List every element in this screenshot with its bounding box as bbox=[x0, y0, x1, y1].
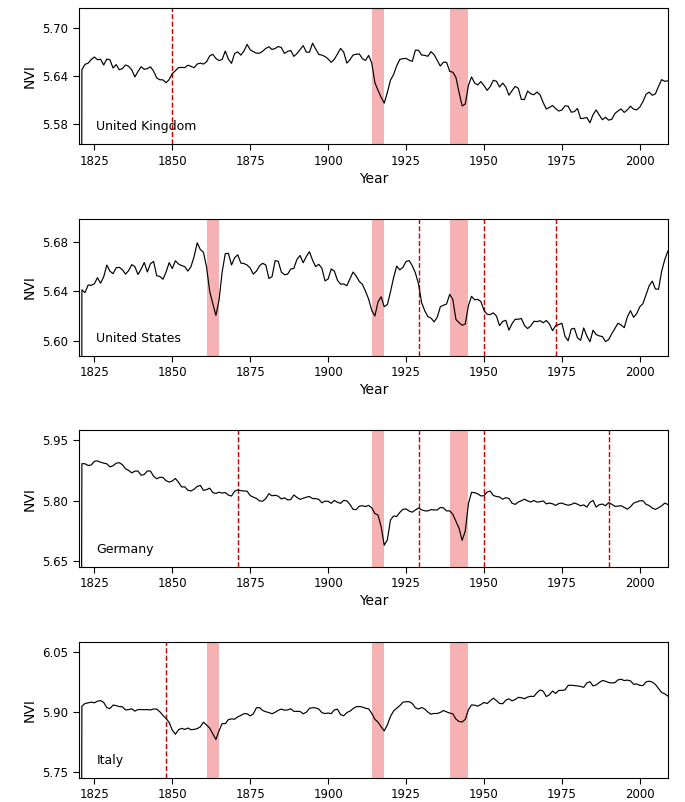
Bar bbox=[372, 219, 384, 355]
Y-axis label: NVI: NVI bbox=[23, 64, 37, 88]
Bar bbox=[449, 219, 469, 355]
X-axis label: Year: Year bbox=[359, 594, 388, 608]
X-axis label: Year: Year bbox=[359, 172, 388, 186]
Bar bbox=[449, 431, 469, 567]
Y-axis label: NVI: NVI bbox=[23, 487, 37, 511]
Text: Italy: Italy bbox=[97, 754, 123, 767]
Text: United Kingdom: United Kingdom bbox=[97, 120, 197, 133]
Y-axis label: NVI: NVI bbox=[23, 275, 37, 299]
Bar bbox=[207, 642, 219, 778]
Bar bbox=[372, 642, 384, 778]
Bar bbox=[207, 219, 219, 355]
Bar bbox=[449, 642, 469, 778]
Bar bbox=[449, 8, 469, 144]
Bar bbox=[372, 8, 384, 144]
Bar bbox=[372, 431, 384, 567]
Y-axis label: NVI: NVI bbox=[23, 698, 37, 722]
X-axis label: Year: Year bbox=[359, 383, 388, 397]
Text: United States: United States bbox=[97, 331, 182, 345]
Text: Germany: Germany bbox=[97, 543, 154, 556]
